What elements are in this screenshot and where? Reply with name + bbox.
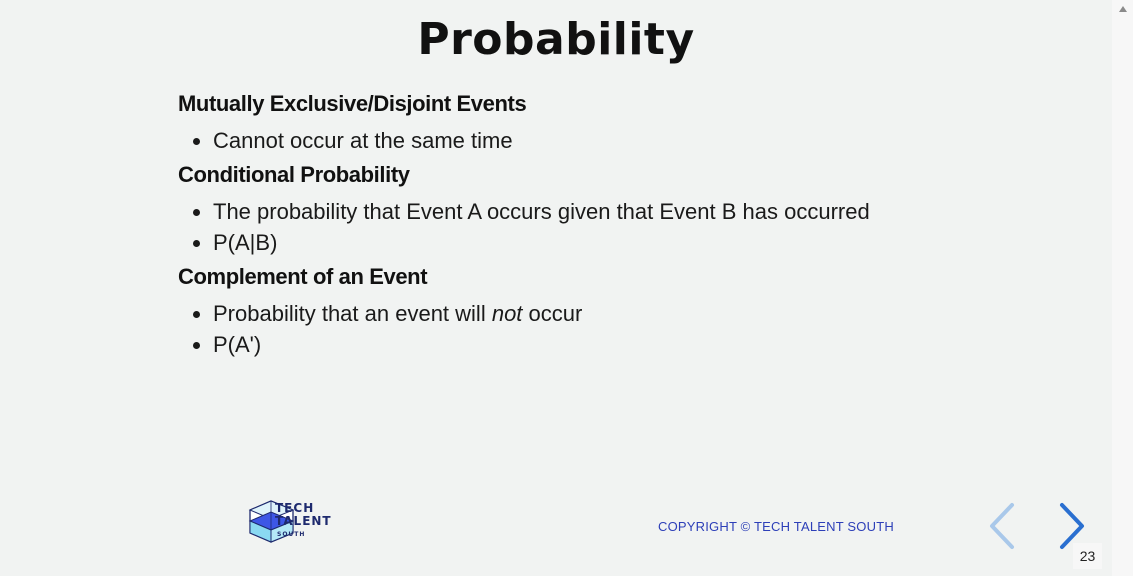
bullet-item: P(A') xyxy=(193,329,978,360)
bullet-emphasis: not xyxy=(491,301,523,326)
section-heading: Mutually Exclusive/Disjoint Events xyxy=(178,91,527,116)
tech-talent-south-logo-icon xyxy=(248,500,295,543)
scrollbar[interactable] xyxy=(1112,0,1133,576)
chevron-right-icon[interactable] xyxy=(1056,502,1088,550)
bullet-text: Probability that an event will xyxy=(213,301,492,326)
bullet-item: P(A|B) xyxy=(193,227,978,258)
bullet-list: The probability that Event A occurs give… xyxy=(178,196,978,258)
logo-text-line: SOUTH xyxy=(277,531,306,538)
logo-text-line: TECH xyxy=(275,501,315,515)
page-number: 23 xyxy=(1073,543,1102,569)
slide-content: Mutually Exclusive/Disjoint Events Canno… xyxy=(178,89,978,364)
logo-wordmark: TECH TALENT SOUTH xyxy=(275,502,332,541)
bullet-text: occur xyxy=(522,301,583,326)
section-heading: Complement of an Event xyxy=(178,264,428,289)
bullet-item: The probability that Event A occurs give… xyxy=(193,196,978,227)
logo-text-line: TALENT xyxy=(275,514,332,528)
bullet-list: Probability that an event will not occur… xyxy=(178,298,978,360)
section-heading: Conditional Probability xyxy=(178,162,410,187)
bullet-list: Cannot occur at the same time xyxy=(178,125,978,156)
chevron-left-icon[interactable] xyxy=(986,502,1018,550)
copyright-text: COPYRIGHT © TECH TALENT SOUTH xyxy=(658,519,894,534)
bullet-item: Probability that an event will not occur xyxy=(193,298,978,329)
scroll-up-arrow-icon[interactable] xyxy=(1119,6,1127,12)
slide-title: Probability xyxy=(417,14,695,65)
bullet-item: Cannot occur at the same time xyxy=(193,125,978,156)
